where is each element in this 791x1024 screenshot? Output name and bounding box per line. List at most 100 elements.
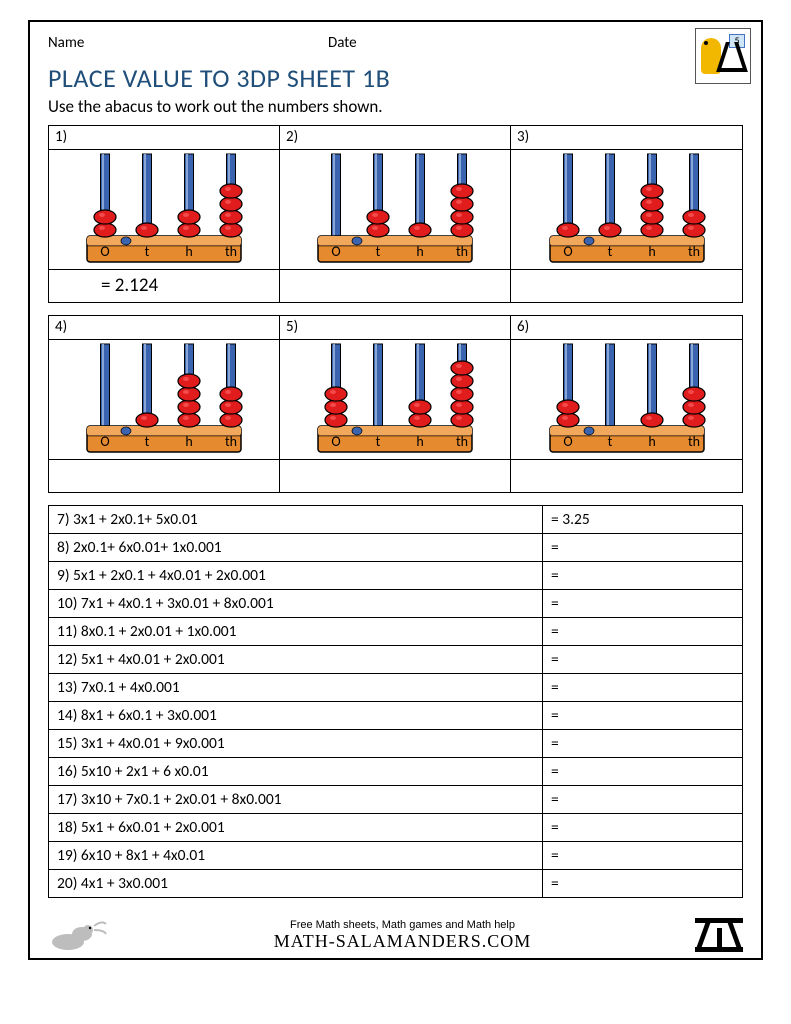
abacus-figure: Othth xyxy=(280,150,510,270)
problem-expression: 14) 8x1 + 6x0.1 + 3x0.001 xyxy=(49,702,543,730)
abacus-figure: Othth xyxy=(511,340,742,460)
abacus-figure: Othth xyxy=(280,340,510,460)
svg-text:t: t xyxy=(607,433,612,450)
table-row: 8) 2x0.1+ 6x0.01+ 1x0.001 = xyxy=(49,534,743,562)
problem-answer[interactable]: = xyxy=(543,618,743,646)
svg-text:h: h xyxy=(416,433,423,450)
problem-answer[interactable]: = xyxy=(543,562,743,590)
svg-text:th: th xyxy=(456,433,468,450)
svg-text:h: h xyxy=(185,243,192,260)
svg-text:t: t xyxy=(145,243,150,260)
problem-answer[interactable]: = xyxy=(543,590,743,618)
table-row: 9) 5x1 + 2x0.1 + 4x0.01 + 2x0.001 = xyxy=(49,562,743,590)
problem-number: 6) xyxy=(511,316,742,340)
brand-logo: 5 xyxy=(695,28,751,84)
problem-answer[interactable]: = xyxy=(543,674,743,702)
footer-url: MATH-SALAMANDERS.COM xyxy=(110,931,695,952)
problem-expression: 9) 5x1 + 2x0.1 + 4x0.01 + 2x0.001 xyxy=(49,562,543,590)
problem-answer[interactable]: = xyxy=(543,870,743,898)
abacus-diagram: Othth xyxy=(542,340,712,458)
svg-text:O: O xyxy=(563,243,572,260)
abacus-diagram: Othth xyxy=(79,150,249,268)
abacus-problem: 2) Othth xyxy=(280,126,511,302)
problem-answer[interactable]: = xyxy=(543,534,743,562)
header: Name Date xyxy=(48,34,743,52)
abacus-problem: 1) Othth = 2.124 xyxy=(49,126,280,302)
svg-text:t: t xyxy=(376,433,381,450)
footer: Free Math sheets, Math games and Math he… xyxy=(48,912,743,952)
abacus-diagram: Othth xyxy=(542,150,712,268)
abacus-figure: Othth xyxy=(49,340,279,460)
table-row: 7) 3x1 + 2x0.1+ 5x0.01 = 3.25 xyxy=(49,506,743,534)
page-title: PLACE VALUE TO 3DP SHEET 1B xyxy=(48,62,743,94)
table-row: 12) 5x1 + 4x0.01 + 2x0.001 = xyxy=(49,646,743,674)
svg-text:h: h xyxy=(416,243,423,260)
abacus-row-1: 1) Othth = 2.124 2) Othth 3) Othth xyxy=(48,125,743,303)
svg-text:O: O xyxy=(100,433,109,450)
svg-text:O: O xyxy=(563,433,572,450)
svg-text:t: t xyxy=(376,243,381,260)
abacus-answer[interactable] xyxy=(280,270,510,302)
table-row: 13) 7x0.1 + 4x0.001 = xyxy=(49,674,743,702)
table-row: 11) 8x0.1 + 2x0.01 + 1x0.001 = xyxy=(49,618,743,646)
abacus-diagram: Othth xyxy=(310,340,480,458)
svg-text:th: th xyxy=(225,243,237,260)
problem-expression: 13) 7x0.1 + 4x0.001 xyxy=(49,674,543,702)
table-row: 16) 5x10 + 2x1 + 6 x0.01 = xyxy=(49,758,743,786)
worksheet-page: Name Date 5 PLACE VALUE TO 3DP SHEET 1B … xyxy=(28,20,763,960)
abacus-answer[interactable] xyxy=(49,460,279,492)
table-row: 10) 7x1 + 4x0.1 + 3x0.01 + 8x0.001 = xyxy=(49,590,743,618)
abacus-problem: 4) Othth xyxy=(49,316,280,492)
problem-answer[interactable]: = xyxy=(543,842,743,870)
problem-answer[interactable]: = xyxy=(543,814,743,842)
problem-answer[interactable]: = xyxy=(543,730,743,758)
svg-text:th: th xyxy=(225,433,237,450)
problem-answer[interactable]: = xyxy=(543,758,743,786)
problem-expression: 11) 8x0.1 + 2x0.01 + 1x0.001 xyxy=(49,618,543,646)
problem-expression: 20) 4x1 + 3x0.001 xyxy=(49,870,543,898)
svg-text:h: h xyxy=(648,243,655,260)
problem-answer[interactable]: = 3.25 xyxy=(543,506,743,534)
problem-number: 3) xyxy=(511,126,742,150)
problem-expression: 7) 3x1 + 2x0.1+ 5x0.01 xyxy=(49,506,543,534)
table-row: 20) 4x1 + 3x0.001 = xyxy=(49,870,743,898)
footer-tagline: Free Math sheets, Math games and Math he… xyxy=(110,919,695,931)
svg-text:t: t xyxy=(607,243,612,260)
problem-expression: 18) 5x1 + 6x0.01 + 2x0.001 xyxy=(49,814,543,842)
date-label: Date xyxy=(328,34,743,52)
problem-expression: 10) 7x1 + 4x0.1 + 3x0.01 + 8x0.001 xyxy=(49,590,543,618)
abacus-diagram: Othth xyxy=(310,150,480,268)
table-row: 14) 8x1 + 6x0.1 + 3x0.001 = xyxy=(49,702,743,730)
svg-text:O: O xyxy=(331,433,340,450)
svg-text:O: O xyxy=(331,243,340,260)
abacus-figure: Othth xyxy=(49,150,279,270)
svg-text:h: h xyxy=(648,433,655,450)
problem-expression: 16) 5x10 + 2x1 + 6 x0.01 xyxy=(49,758,543,786)
svg-text:th: th xyxy=(456,243,468,260)
problem-expression: 19) 6x10 + 8x1 + 4x0.01 xyxy=(49,842,543,870)
abacus-row-2: 4) Othth 5) Othth 6) Othth xyxy=(48,315,743,493)
problem-answer[interactable]: = xyxy=(543,646,743,674)
svg-text:h: h xyxy=(185,433,192,450)
table-row: 15) 3x1 + 4x0.01 + 9x0.001 = xyxy=(49,730,743,758)
table-row: 17) 3x10 + 7x0.1 + 2x0.01 + 8x0.001 = xyxy=(49,786,743,814)
abacus-answer[interactable] xyxy=(280,460,510,492)
abacus-figure: Othth xyxy=(511,150,742,270)
problem-answer[interactable]: = xyxy=(543,702,743,730)
abacus-answer[interactable] xyxy=(511,460,742,492)
problems-table: 7) 3x1 + 2x0.1+ 5x0.01 = 3.25 8) 2x0.1+ … xyxy=(48,505,743,898)
abacus-answer[interactable]: = 2.124 xyxy=(49,270,279,302)
abacus-problem: 3) Othth xyxy=(511,126,742,302)
problem-answer[interactable]: = xyxy=(543,786,743,814)
table-row: 19) 6x10 + 8x1 + 4x0.01 = xyxy=(49,842,743,870)
abacus-answer[interactable] xyxy=(511,270,742,302)
svg-text:th: th xyxy=(687,243,699,260)
problem-expression: 8) 2x0.1+ 6x0.01+ 1x0.001 xyxy=(49,534,543,562)
abacus-diagram: Othth xyxy=(79,340,249,458)
svg-text:th: th xyxy=(687,433,699,450)
instruction-text: Use the abacus to work out the numbers s… xyxy=(48,96,743,117)
problem-number: 4) xyxy=(49,316,279,340)
footer-abacus-icon xyxy=(695,912,743,952)
problem-number: 2) xyxy=(280,126,510,150)
problem-number: 5) xyxy=(280,316,510,340)
